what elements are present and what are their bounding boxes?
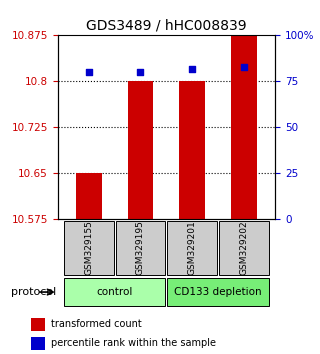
FancyBboxPatch shape bbox=[116, 221, 165, 275]
Text: percentile rank within the sample: percentile rank within the sample bbox=[51, 338, 216, 348]
Text: GSM329195: GSM329195 bbox=[136, 220, 145, 275]
FancyBboxPatch shape bbox=[64, 221, 114, 275]
FancyBboxPatch shape bbox=[167, 278, 269, 306]
Bar bbox=[128, 81, 154, 219]
Text: protocol: protocol bbox=[11, 287, 56, 297]
FancyBboxPatch shape bbox=[167, 221, 217, 275]
Text: transformed count: transformed count bbox=[51, 319, 142, 329]
Text: GSM329155: GSM329155 bbox=[84, 220, 93, 275]
Bar bbox=[31, 318, 45, 331]
Point bbox=[242, 64, 247, 69]
FancyBboxPatch shape bbox=[64, 278, 165, 306]
Text: control: control bbox=[96, 287, 133, 297]
Bar bbox=[76, 173, 102, 219]
Text: CD133 depletion: CD133 depletion bbox=[174, 287, 262, 297]
Point bbox=[138, 69, 143, 75]
Title: GDS3489 / hHC008839: GDS3489 / hHC008839 bbox=[86, 19, 247, 33]
Bar bbox=[31, 337, 45, 350]
Point bbox=[86, 69, 91, 75]
Bar bbox=[231, 35, 257, 219]
Text: GSM329201: GSM329201 bbox=[188, 221, 197, 275]
FancyBboxPatch shape bbox=[219, 221, 269, 275]
Point bbox=[190, 66, 195, 72]
Text: GSM329202: GSM329202 bbox=[240, 221, 249, 275]
Bar bbox=[179, 81, 205, 219]
